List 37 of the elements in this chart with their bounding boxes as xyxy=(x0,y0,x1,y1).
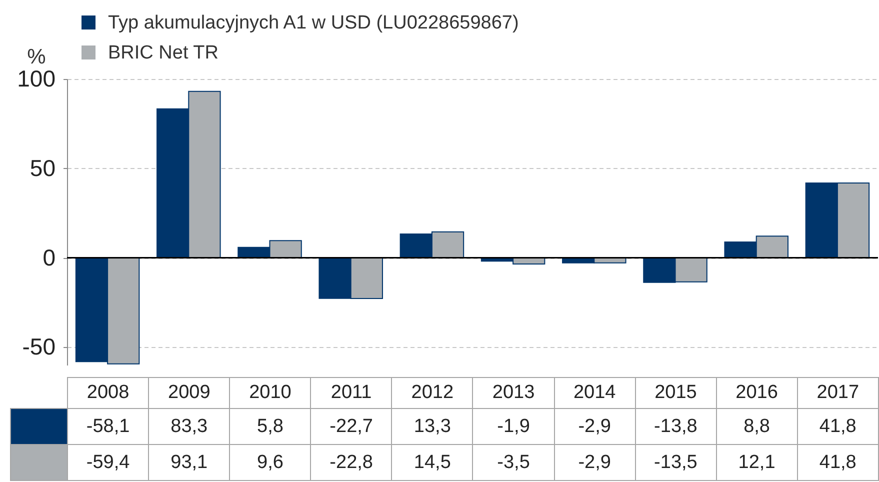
x-tick-label: 2009 xyxy=(148,378,230,408)
legend-label: BRIC Net TR xyxy=(108,42,219,64)
x-tick-label: 2011 xyxy=(310,378,392,408)
data-label: -2,9 xyxy=(554,444,636,480)
x-tick-label: 2010 xyxy=(230,378,311,408)
data-label: -1,9 xyxy=(472,408,554,444)
x-tick-label: 2014 xyxy=(554,378,636,408)
data-label: 9,6 xyxy=(230,444,311,480)
data-label: -22,7 xyxy=(310,408,392,444)
data-label: -2,9 xyxy=(554,408,636,444)
data-label: 41,8 xyxy=(797,408,878,444)
x-tick-label: 2008 xyxy=(68,378,149,408)
x-tick-label: 2017 xyxy=(797,378,878,408)
data-label: 13,3 xyxy=(392,408,473,444)
y-tick-label: 0 xyxy=(42,244,56,270)
data-label: -13,5 xyxy=(635,444,716,480)
y-axis-title: % xyxy=(27,46,46,68)
data-label: 83,3 xyxy=(148,408,230,444)
x-tick-label: 2015 xyxy=(635,378,716,408)
data-label: -58,1 xyxy=(68,408,149,444)
data-label: 8,8 xyxy=(716,408,798,444)
x-tick-label: 2016 xyxy=(716,378,798,408)
y-tick-label: 50 xyxy=(30,154,56,181)
data-label: 5,8 xyxy=(230,408,311,444)
data-label: 41,8 xyxy=(797,444,878,480)
x-tick-label: 2013 xyxy=(472,378,554,408)
y-tick-label: -50 xyxy=(22,334,56,360)
data-label: -59,4 xyxy=(68,444,149,480)
x-tick-label: 2012 xyxy=(392,378,473,408)
data-label: 93,1 xyxy=(148,444,230,480)
legend-label: Typ akumulacyjnych A1 w USD (LU0228659867) xyxy=(108,12,519,34)
y-tick-label: 100 xyxy=(17,66,56,92)
data-label: -3,5 xyxy=(472,444,554,480)
data-label: -22,8 xyxy=(310,444,392,480)
data-label: -13,8 xyxy=(635,408,716,444)
data-label: 12,1 xyxy=(716,444,798,480)
data-label: 14,5 xyxy=(392,444,473,480)
